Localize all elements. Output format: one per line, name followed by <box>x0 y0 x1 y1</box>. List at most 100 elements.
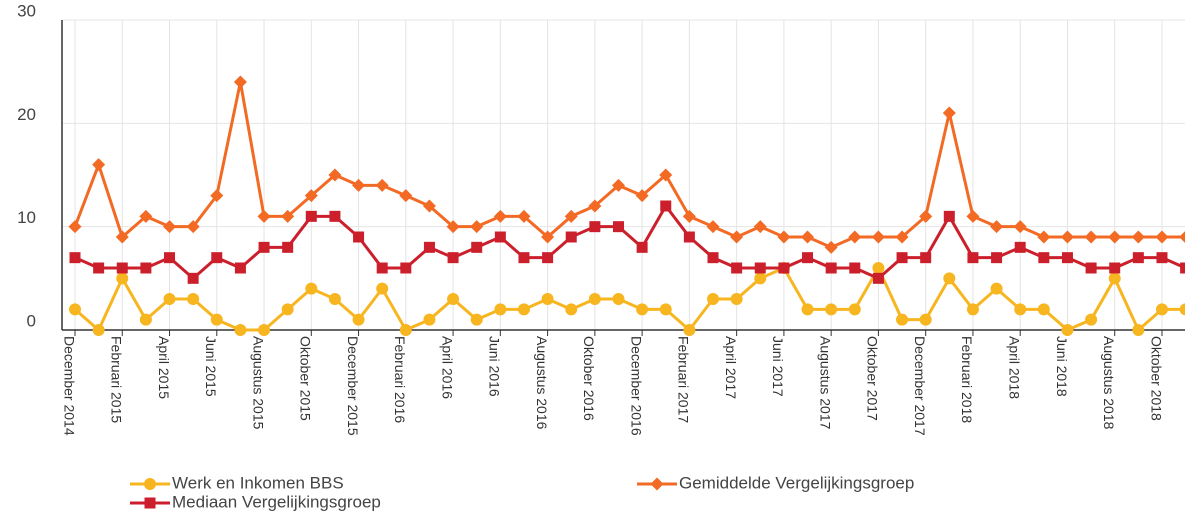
point <box>707 293 720 305</box>
point <box>542 252 554 264</box>
point <box>447 252 459 264</box>
point <box>895 230 909 244</box>
point <box>140 262 152 274</box>
point <box>304 189 318 203</box>
legend-marker <box>650 477 664 491</box>
point <box>422 199 436 213</box>
point <box>942 106 956 120</box>
point <box>517 209 531 223</box>
point <box>1060 230 1074 244</box>
point <box>211 252 223 264</box>
x-tick-label: April 2016 <box>439 336 455 399</box>
point <box>376 262 388 274</box>
point <box>163 293 176 305</box>
point <box>1037 303 1050 316</box>
point <box>565 231 577 243</box>
point <box>920 252 932 264</box>
point <box>872 262 885 274</box>
point <box>68 220 82 234</box>
point <box>139 209 153 223</box>
x-tick-label: December 2014 <box>61 336 77 436</box>
legend-label: Mediaan Vergelijkingsgroep <box>172 492 381 511</box>
point <box>352 178 366 192</box>
point <box>1109 262 1121 274</box>
x-tick-label: December 2017 <box>912 336 928 436</box>
point <box>305 210 317 222</box>
point <box>93 262 105 274</box>
x-tick-label: Juni 2015 <box>203 336 219 397</box>
point <box>825 262 837 274</box>
point <box>470 313 483 326</box>
point <box>471 241 483 253</box>
point <box>1179 303 1185 316</box>
legend-label: Werk en Inkomen BBS <box>172 473 344 492</box>
point <box>990 282 1003 295</box>
point <box>187 293 200 305</box>
x-tick-label: Februari 2018 <box>959 336 975 423</box>
point <box>731 262 743 274</box>
point <box>1084 230 1098 244</box>
point <box>329 210 341 222</box>
point <box>234 262 246 274</box>
point <box>517 303 530 316</box>
legend-marker <box>144 478 156 490</box>
point <box>777 230 791 244</box>
point <box>1013 220 1027 234</box>
x-tick-label: Februari 2017 <box>676 336 692 423</box>
point <box>210 313 223 326</box>
point <box>1179 231 1185 243</box>
point <box>919 313 932 326</box>
point <box>281 209 295 223</box>
x-tick-label: Augustus 2018 <box>1101 336 1117 430</box>
point <box>871 230 885 244</box>
point <box>824 240 838 254</box>
point <box>541 293 554 305</box>
point <box>305 282 318 295</box>
point <box>801 230 815 244</box>
point <box>801 303 814 316</box>
point <box>588 293 601 305</box>
point <box>258 324 271 336</box>
point <box>802 252 814 264</box>
point <box>659 303 672 316</box>
point <box>1180 262 1185 274</box>
point <box>966 303 979 316</box>
point <box>636 303 649 316</box>
point <box>967 252 979 264</box>
point <box>352 313 365 326</box>
point <box>139 313 152 326</box>
point <box>446 220 460 234</box>
point <box>92 158 106 172</box>
point <box>966 209 980 223</box>
point <box>281 303 294 316</box>
y-tick-label: 30 <box>17 1 36 20</box>
point <box>1132 324 1145 336</box>
point <box>848 303 861 316</box>
point <box>611 178 625 192</box>
point <box>730 293 743 305</box>
y-tick-label: 20 <box>17 105 36 124</box>
point <box>234 324 247 336</box>
point <box>400 262 412 274</box>
point <box>541 230 555 244</box>
point <box>493 209 507 223</box>
point <box>730 230 744 244</box>
point <box>660 200 672 212</box>
point <box>754 262 766 274</box>
point <box>518 252 530 264</box>
series <box>69 262 1185 336</box>
point <box>494 303 507 316</box>
point <box>612 221 624 233</box>
point <box>896 313 909 326</box>
x-tick-label: Augustus 2017 <box>817 336 833 430</box>
point <box>1155 230 1169 244</box>
point <box>612 293 625 305</box>
point <box>682 209 696 223</box>
point <box>233 75 247 89</box>
point <box>1108 272 1121 285</box>
point <box>210 189 224 203</box>
x-tick-label: December 2016 <box>628 336 644 436</box>
point <box>257 209 271 223</box>
point <box>1132 252 1144 264</box>
line <box>74 264 1185 333</box>
